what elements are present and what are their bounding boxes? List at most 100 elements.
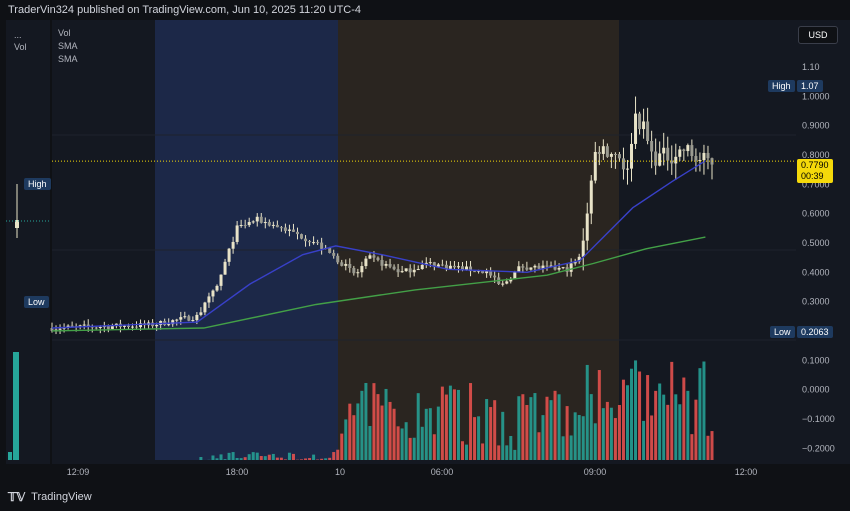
volume-bar — [219, 454, 223, 460]
volume-bar — [589, 394, 593, 460]
candle-body — [199, 312, 203, 315]
volume-bar — [469, 383, 473, 460]
legend-sma-slow[interactable]: SMA — [58, 54, 78, 64]
candle-body — [167, 324, 171, 326]
candle-body — [259, 216, 263, 223]
candle-body — [102, 326, 106, 328]
candle-body — [460, 266, 464, 271]
volume-bar — [690, 434, 694, 460]
last-price-value: 0.7790 — [801, 160, 829, 170]
price-tick-label: 1.0000 — [802, 91, 830, 101]
candle-body — [243, 224, 247, 226]
price-tick-label: 0.8000 — [802, 150, 830, 160]
candle-body — [78, 325, 82, 327]
currency-button[interactable]: USD — [798, 26, 838, 44]
candle-body — [481, 270, 485, 274]
candle-body — [368, 255, 372, 259]
volume-bar — [259, 456, 263, 460]
price-tick-label: 0.0000 — [802, 385, 830, 395]
candle-body — [493, 275, 497, 278]
volume-bar — [360, 390, 364, 460]
candle-body — [336, 255, 340, 263]
candle-body — [682, 149, 686, 152]
candle-body — [469, 266, 473, 272]
volume-bar — [235, 458, 239, 460]
volume-bar — [710, 431, 714, 460]
volume-bar — [364, 382, 368, 460]
volume-bar — [271, 453, 275, 460]
candle-body — [203, 302, 207, 313]
volume-bar — [275, 457, 279, 460]
candle-body — [473, 271, 477, 273]
volume-bar — [605, 401, 609, 460]
volume-bar — [613, 418, 617, 460]
candle-body — [356, 272, 360, 274]
price-tick-label: 0.9000 — [802, 121, 830, 131]
low-tag-label: Low — [770, 326, 795, 338]
volume-bar — [388, 401, 392, 460]
volume-bar — [513, 449, 517, 460]
volume-bar — [255, 452, 259, 460]
candle-body — [130, 326, 134, 328]
candle-body — [589, 180, 593, 214]
volume-bar — [448, 385, 452, 460]
candle-body — [581, 240, 585, 257]
candle-body — [545, 265, 549, 267]
volume-bar — [537, 432, 541, 460]
candle-body — [106, 326, 110, 329]
price-tick-label: 0.4000 — [802, 267, 830, 277]
volume-bar — [533, 393, 537, 460]
time-tick-label: 09:00 — [584, 467, 607, 477]
candle-body — [110, 326, 114, 329]
mini-candle-body — [15, 220, 19, 228]
candle-body — [613, 153, 617, 155]
candle-body — [634, 113, 638, 144]
price-tick-label: −0.1000 — [802, 414, 835, 424]
volume-bar — [283, 459, 287, 460]
candle-body — [235, 225, 239, 242]
tradingview-logo-icon[interactable]: 𝕋𝕍 — [8, 490, 26, 504]
volume-bar — [553, 390, 557, 460]
candle-body — [694, 156, 698, 161]
candle-body — [360, 266, 364, 273]
candle-body — [670, 160, 674, 164]
volume-bar — [356, 403, 360, 460]
mini-low-tag: Low — [24, 296, 49, 308]
legend-vol[interactable]: Vol — [58, 28, 71, 38]
candle-body — [416, 269, 420, 271]
footer-brand[interactable]: TradingView — [31, 491, 92, 503]
candle-body — [58, 328, 62, 330]
session-band-blue — [155, 20, 338, 460]
candle-body — [650, 140, 654, 152]
mini-menu-dots[interactable]: ... — [14, 30, 22, 40]
candle-body — [251, 221, 255, 223]
candle-body — [525, 267, 529, 270]
volume-bar — [444, 394, 448, 460]
candle-body — [638, 113, 642, 130]
candle-body — [549, 265, 553, 267]
mini-high-tag: High — [24, 178, 51, 190]
candle-body — [674, 156, 678, 164]
candle-body — [283, 227, 287, 231]
candle-body — [300, 234, 304, 239]
volume-bar — [686, 390, 690, 460]
volume-bar — [577, 415, 581, 460]
volume-bar — [557, 394, 561, 460]
candle-body — [505, 281, 509, 284]
price-tick-label: 0.6000 — [802, 209, 830, 219]
volume-bar — [493, 400, 497, 460]
candle-body — [440, 264, 444, 266]
candle-body — [135, 326, 139, 328]
candle-body — [320, 242, 324, 249]
candle-body — [617, 154, 621, 159]
volume-bar — [541, 415, 545, 460]
volume-bar — [352, 415, 356, 460]
volume-bar — [593, 423, 597, 460]
volume-bar — [545, 396, 549, 460]
time-tick-label: 10 — [335, 467, 345, 477]
legend-sma-fast[interactable]: SMA — [58, 41, 78, 51]
candle-body — [275, 224, 279, 228]
candle-body — [452, 265, 456, 268]
price-scale[interactable] — [796, 20, 850, 464]
candle-body — [255, 216, 259, 222]
